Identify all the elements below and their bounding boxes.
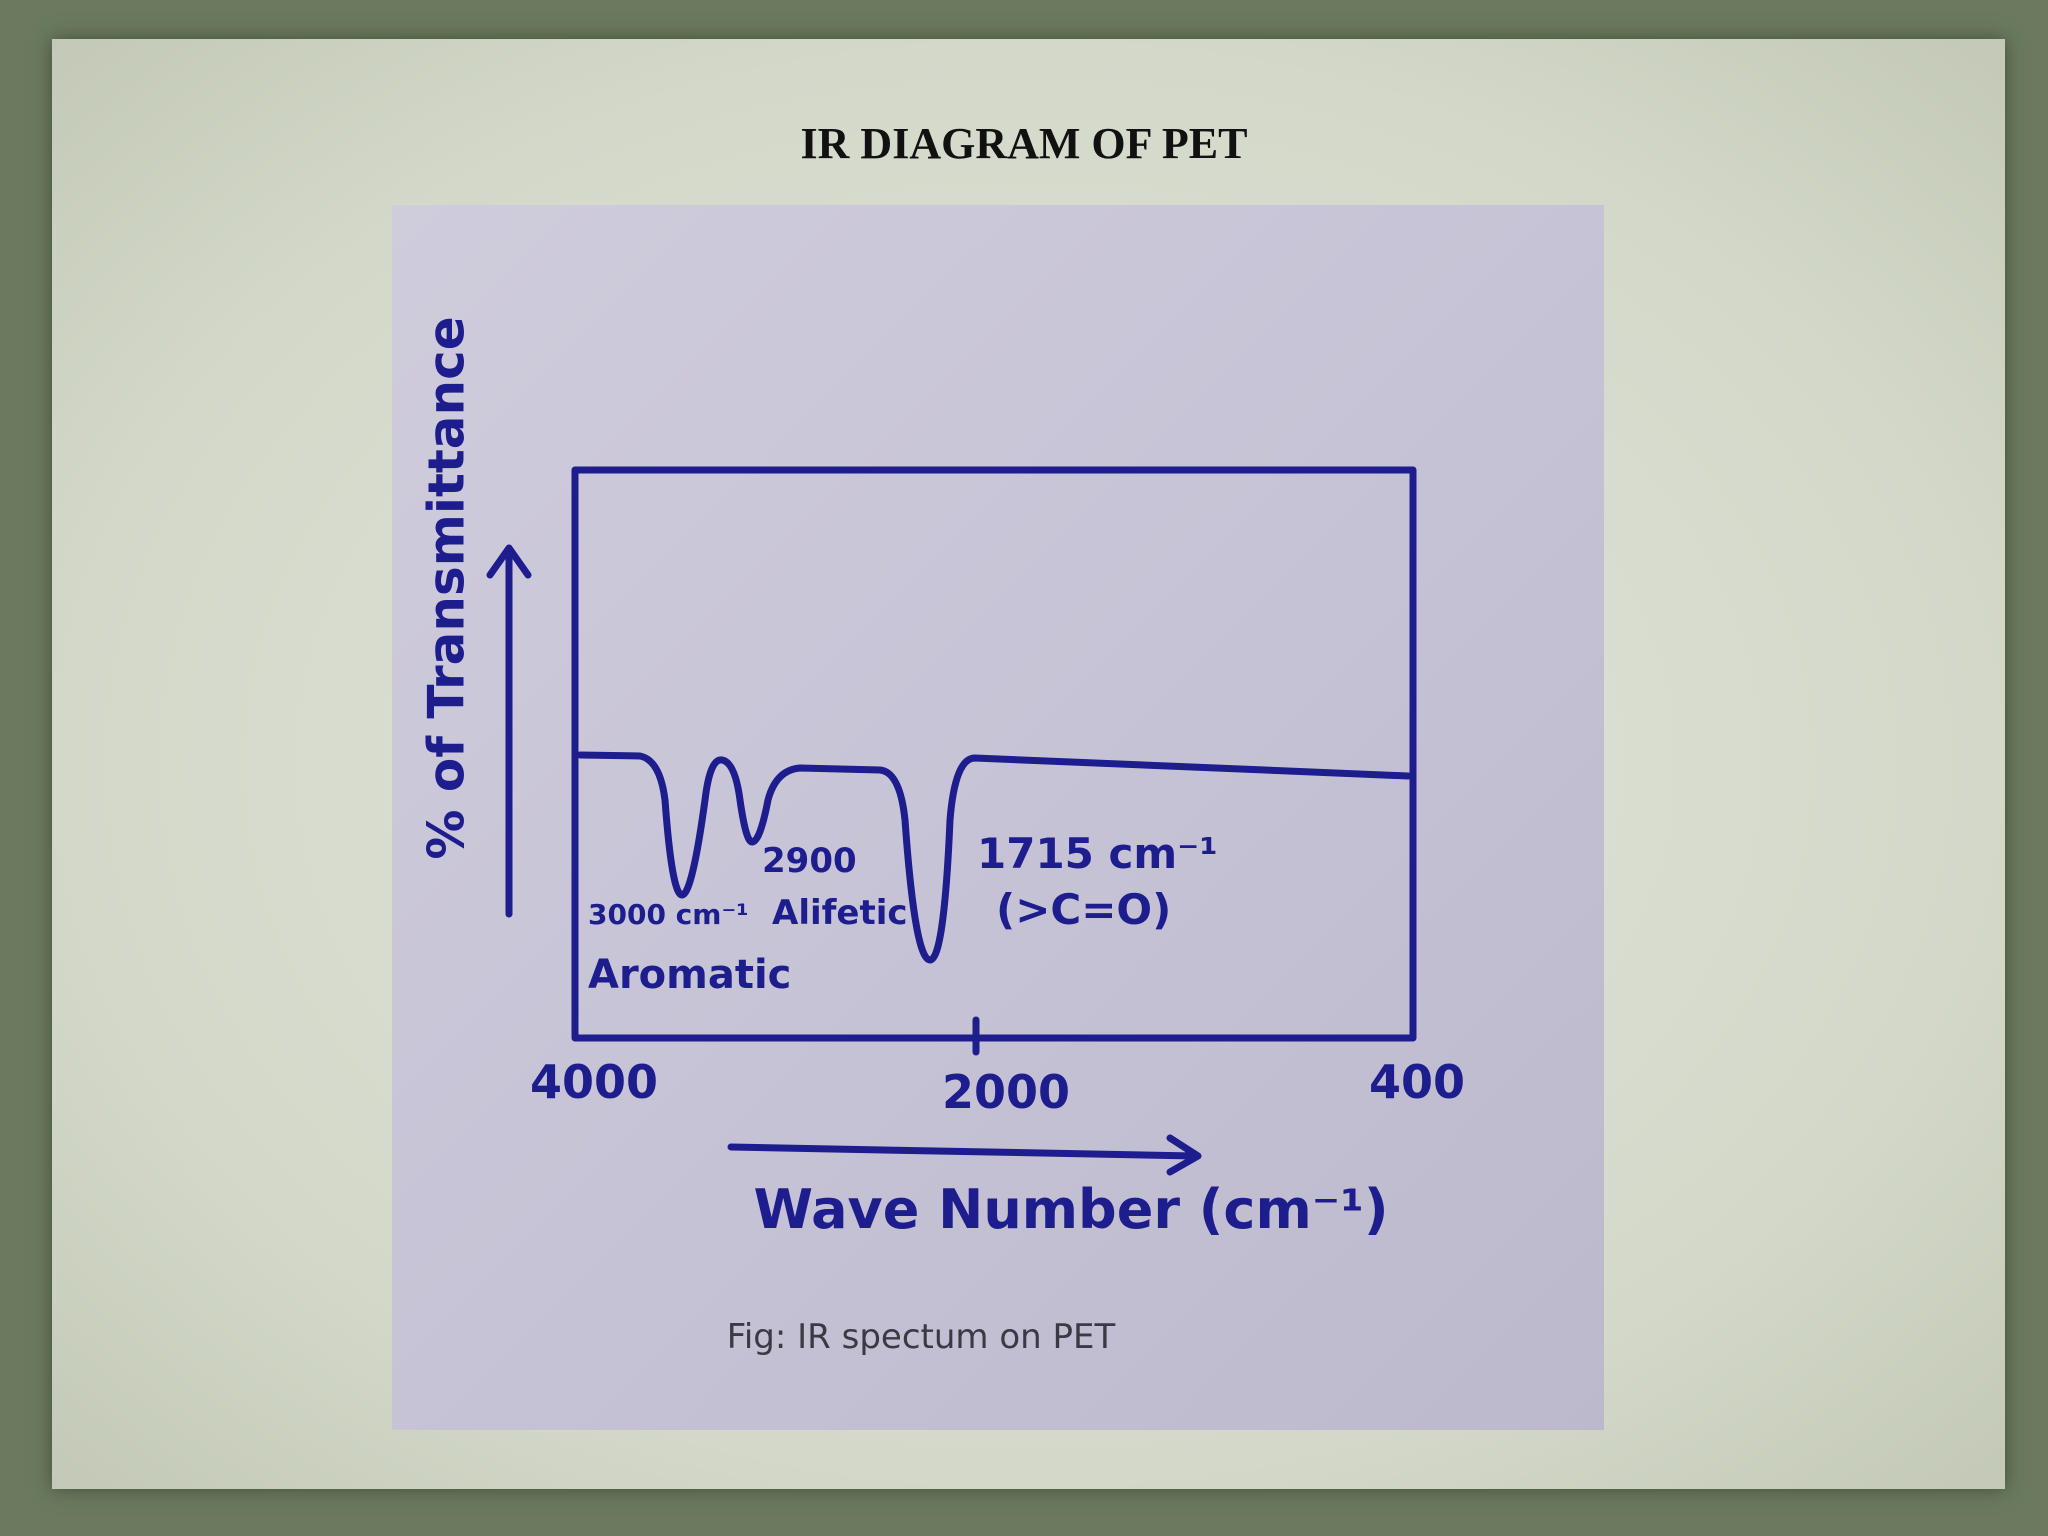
annotation: 3000 cm⁻¹ xyxy=(588,898,749,931)
y-axis-label: % of Transmittance xyxy=(418,316,476,859)
slide-title: IR DIAGRAM OF PET xyxy=(800,119,1248,168)
chart-frame xyxy=(571,466,1417,1042)
annotation: 2900 xyxy=(762,841,857,881)
annotation: 1715 cm⁻¹ xyxy=(977,829,1218,878)
x-arrow xyxy=(727,1134,1202,1176)
figure-photo xyxy=(392,205,1604,1430)
annotation: Aromatic xyxy=(588,952,791,998)
x-tick-label: 2000 xyxy=(942,1065,1070,1119)
y-arrow xyxy=(486,544,532,918)
x-axis-label: Wave Number (cm⁻¹) xyxy=(753,1178,1388,1241)
figure-caption: Fig: IR spectum on PET xyxy=(727,1317,1116,1357)
annotation: Alifetic xyxy=(772,893,908,933)
x-tick-label: 4000 xyxy=(530,1055,658,1109)
x-tick-label: 400 xyxy=(1369,1055,1465,1109)
spectrum-curve xyxy=(576,751,1412,964)
annotation: (>C=O) xyxy=(996,885,1171,934)
